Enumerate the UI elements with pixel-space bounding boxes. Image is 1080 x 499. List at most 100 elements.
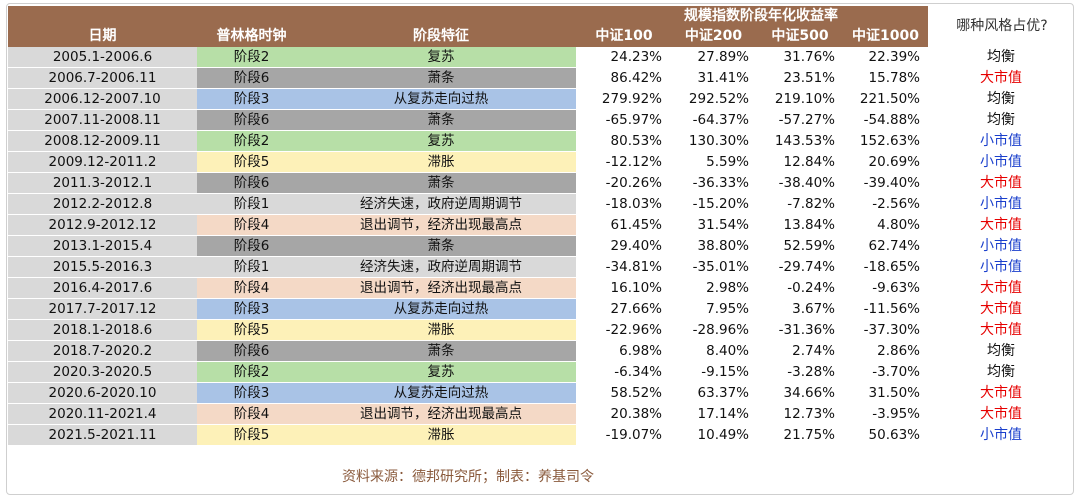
csi1000-cell: 31.50% [868,385,920,401]
table-row: 2008.12-2009.11 阶段2 复苏 80.53% 130.30% 143.53%… [8,131,1068,152]
phase-cell: 阶段2 [197,131,306,151]
csi100-cell: 279.92% [601,91,662,107]
style-cell: 小市值 [980,427,1022,443]
phase-cell: 阶段4 [197,404,306,424]
csi1000-cell: -3.95% [872,406,920,422]
feature-cell: 从复苏走向过热 [306,383,576,403]
style-cell: 大市值 [980,385,1022,401]
table-row: 2020.11-2021.4 阶段4 退出调节，经济出现最高点 20.38% 17.14… [8,404,1068,425]
csi500-cell: -31.36% [778,322,835,338]
table-row: 2006.12-2007.10 阶段3 从复苏走向过热 279.92% 292.52% 2… [8,89,1068,110]
table-row: 2007.11-2008.11 阶段6 萧条 -65.97% -64.37% -57.27… [8,110,1068,131]
table-frame [6,3,1074,495]
csi100-cell: 58.52% [610,385,662,401]
csi1000-cell: -37.30% [863,322,920,338]
table-row: 2015.5-2016.3 阶段1 经济失速，政府逆周期调节 -34.81% -35.0… [8,257,1068,278]
header-clock: 普林格时钟 [216,28,287,44]
date-cell: 2020.11-2021.4 [8,404,197,424]
csi100-cell: -6.34% [614,364,662,380]
csi200-cell: 130.30% [688,133,749,149]
table-row: 2009.12-2011.2 阶段5 滞胀 -12.12% 5.59% 12.84% 20.… [8,152,1068,173]
table-header-top: 规模指数阶段年化收益率 [8,6,928,26]
csi200-cell: 10.49% [697,427,749,443]
feature-cell: 滞胀 [306,320,576,340]
phase-cell: 阶段2 [197,362,306,382]
csi1000-cell: 4.80% [877,217,920,233]
feature-cell: 萧条 [306,341,576,361]
csi100-cell: 16.10% [610,280,662,296]
csi100-cell: -19.07% [605,427,662,443]
table-row: 2012.2-2012.8 阶段1 经济失速，政府逆周期调节 -18.03% -15.2… [8,194,1068,215]
feature-cell: 滞胀 [306,425,576,445]
date-cell: 2006.7-2006.11 [8,68,197,88]
date-cell: 2005.1-2006.6 [8,47,197,67]
phase-cell: 阶段5 [197,152,306,172]
csi500-cell: 23.51% [783,70,835,86]
csi100-cell: 27.66% [610,301,662,317]
csi200-cell: 292.52% [688,91,749,107]
style-cell: 均衡 [987,49,1015,65]
returns-super-header: 规模指数阶段年化收益率 [684,8,838,24]
style-question-header: 哪种风格占优? [956,18,1048,34]
table-row: 2012.9-2012.12 阶段4 退出调节，经济出现最高点 61.45% 31.54… [8,215,1068,236]
date-cell: 2012.2-2012.8 [8,194,197,214]
feature-cell: 从复苏走向过热 [306,299,576,319]
phase-cell: 阶段6 [197,341,306,361]
csi1000-cell: 22.39% [868,49,920,65]
feature-cell: 退出调节，经济出现最高点 [306,278,576,298]
csi200-cell: 27.89% [697,49,749,65]
table-header: 日期 普林格时钟 阶段特征 中证100 中证200 中证500 中证1000 [8,26,928,47]
header-csi100: 中证100 [595,28,653,44]
csi500-cell: 219.10% [774,91,835,107]
csi500-cell: -0.24% [787,280,835,296]
header-csi200: 中证200 [684,28,743,44]
csi1000-cell: 152.63% [859,133,920,149]
csi200-cell: 63.37% [697,385,749,401]
style-cell: 小市值 [980,238,1022,254]
table-row: 2020.3-2020.5 阶段2 复苏 -6.34% -9.15% -3.28% -3.7… [8,362,1068,383]
style-cell: 大市值 [980,217,1022,233]
csi100-cell: -20.26% [605,175,662,191]
feature-cell: 萧条 [306,68,576,88]
style-cell: 大市值 [980,70,1022,86]
source-note: 资料来源：德邦研究所；制表：养基司令 [342,469,594,485]
phase-cell: 阶段2 [197,47,306,67]
csi500-cell: -3.28% [787,364,835,380]
csi1000-cell: 221.50% [859,91,920,107]
date-cell: 2021.5-2021.11 [8,425,197,445]
csi500-cell: -57.27% [778,112,835,128]
style-cell: 均衡 [987,91,1015,107]
style-cell: 大市值 [980,175,1022,191]
feature-cell: 经济失速，政府逆周期调节 [306,257,576,277]
phase-cell: 阶段6 [197,173,306,193]
feature-cell: 退出调节，经济出现最高点 [306,404,576,424]
csi1000-cell: 15.78% [868,70,920,86]
header-date: 日期 [88,28,117,44]
feature-cell: 复苏 [306,131,576,151]
csi500-cell: 13.84% [783,217,835,233]
style-cell: 均衡 [987,364,1015,380]
csi1000-cell: -9.63% [872,280,920,296]
date-cell: 2016.4-2017.6 [8,278,197,298]
table-row: 2018.1-2018.6 阶段5 滞胀 -22.96% -28.96% -31.36% -… [8,320,1068,341]
table-row: 2017.7-2017.12 阶段3 从复苏走向过热 27.66% 7.95% 3.67%… [8,299,1068,320]
csi200-cell: 2.98% [706,280,749,296]
table-row: 2013.1-2015.4 阶段6 萧条 29.40% 38.80% 52.59% 62.7… [8,236,1068,257]
csi1000-cell: -11.56% [863,301,920,317]
csi200-cell: 8.40% [706,343,749,359]
feature-cell: 从复苏走向过热 [306,89,576,109]
style-cell: 小市值 [980,154,1022,170]
phase-cell: 阶段3 [197,299,306,319]
csi200-cell: -35.01% [692,259,749,275]
csi200-cell: 31.41% [697,70,749,86]
csi200-cell: -9.15% [701,364,749,380]
phase-cell: 阶段4 [197,278,306,298]
date-cell: 2018.7-2020.2 [8,341,197,361]
csi200-cell: 7.95% [706,301,749,317]
csi200-cell: -64.37% [692,112,749,128]
csi200-cell: 31.54% [697,217,749,233]
phase-cell: 阶段4 [197,215,306,235]
table-row: 2005.1-2006.6 阶段2 复苏 24.23% 27.89% 31.76% 22.3… [8,47,1068,68]
style-cell: 大市值 [980,301,1022,317]
date-cell: 2008.12-2009.11 [8,131,197,151]
